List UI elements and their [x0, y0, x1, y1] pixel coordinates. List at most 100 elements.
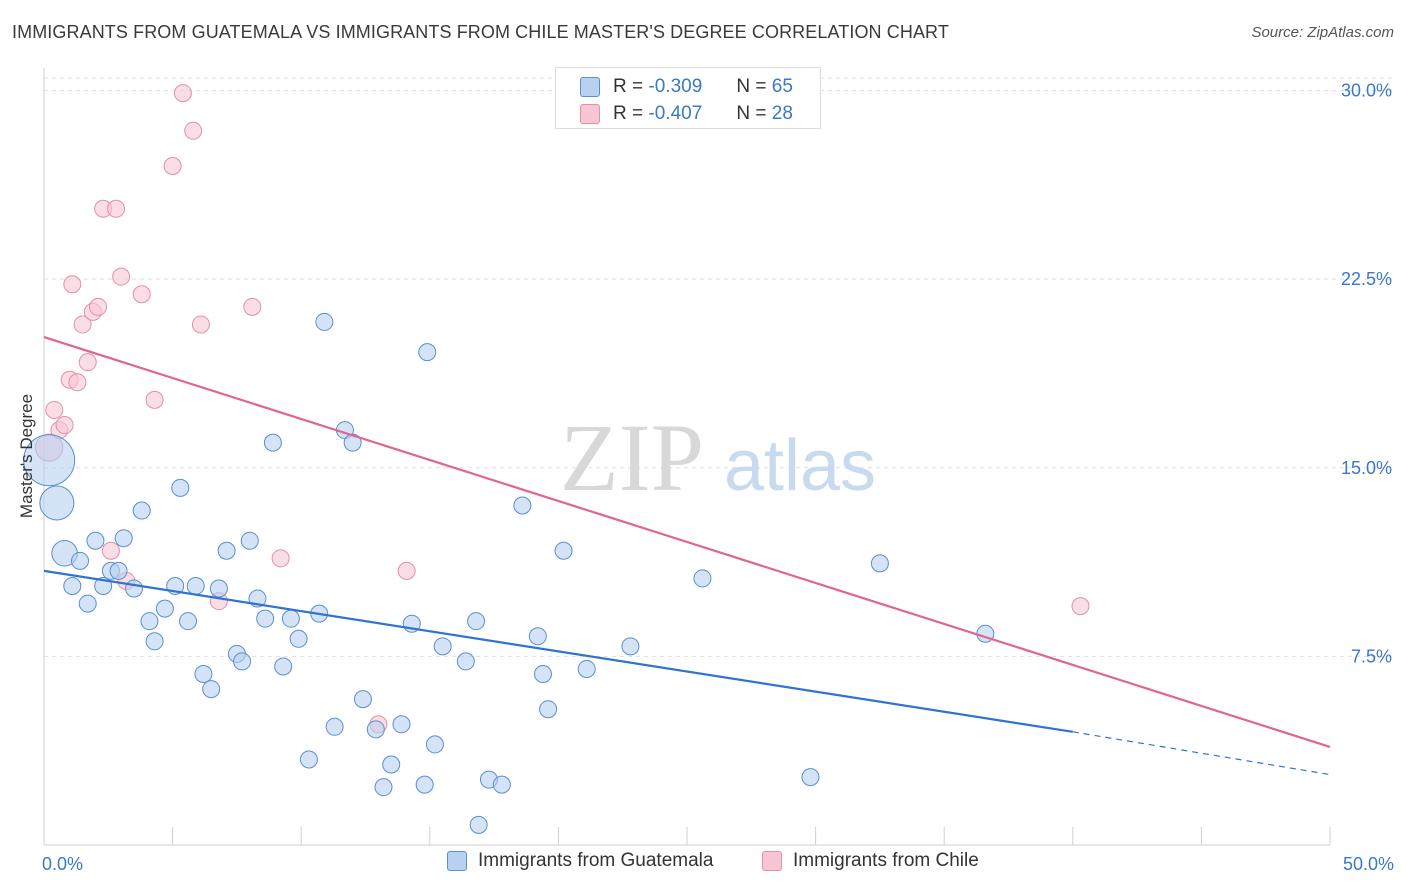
data-point-guatemala — [299, 750, 318, 769]
data-point-guatemala — [513, 496, 532, 515]
data-point-guatemala — [171, 478, 190, 497]
y-tick-label: 7.5% — [1351, 646, 1392, 666]
y-axis-label: Master's Degree — [17, 394, 36, 518]
data-point-guatemala — [109, 561, 128, 580]
data-point-guatemala — [281, 609, 300, 628]
data-point-guatemala — [179, 612, 198, 631]
data-point-guatemala — [39, 485, 75, 521]
data-point-guatemala — [209, 579, 228, 598]
data-point-guatemala — [870, 554, 889, 573]
data-point-guatemala — [86, 531, 105, 550]
data-point-guatemala — [374, 778, 393, 797]
chile-n-value: 28 — [771, 103, 793, 124]
y-tick-label: 30.0% — [1341, 81, 1392, 101]
data-point-guatemala — [469, 815, 488, 834]
data-point-guatemala — [539, 700, 558, 719]
data-point-guatemala — [132, 501, 151, 520]
data-point-chile — [101, 541, 120, 560]
guatemala-swatch-icon — [580, 77, 600, 97]
chart-title: IMMIGRANTS FROM GUATEMALA VS IMMIGRANTS … — [12, 22, 949, 42]
data-point-guatemala — [693, 569, 712, 588]
data-point-guatemala — [145, 632, 164, 651]
data-point-guatemala — [114, 529, 133, 548]
data-point-chile — [112, 267, 131, 286]
data-point-guatemala — [415, 775, 434, 794]
data-point-guatemala — [63, 576, 82, 595]
data-point-guatemala — [577, 659, 596, 678]
y-tick-label: 22.5% — [1341, 269, 1392, 289]
data-point-guatemala — [315, 312, 334, 331]
data-point-guatemala — [433, 637, 452, 656]
n-label: N = — [736, 103, 767, 124]
data-point-guatemala — [492, 775, 511, 794]
legend-item-guatemala[interactable]: Immigrants from Guatemala — [447, 850, 713, 872]
data-point-chile — [271, 549, 290, 568]
data-point-guatemala — [343, 433, 362, 452]
data-point-guatemala — [155, 599, 174, 618]
x-tick-label: 50.0% — [1343, 854, 1394, 874]
chile-legend-icon — [762, 851, 782, 871]
data-point-chile — [107, 199, 126, 218]
data-point-guatemala — [425, 735, 444, 754]
bottom-legend: Immigrants from Guatemala Immigrants fro… — [0, 850, 1406, 880]
data-point-chile — [55, 416, 74, 435]
data-point-guatemala — [533, 664, 552, 683]
y-tick-label: 15.0% — [1341, 458, 1392, 478]
data-point-guatemala — [801, 768, 820, 787]
data-point-chile — [173, 84, 192, 103]
data-point-guatemala — [186, 576, 205, 595]
data-point-guatemala — [217, 541, 236, 560]
data-point-guatemala — [528, 627, 547, 646]
data-point-guatemala — [392, 715, 411, 734]
series-guatemala-points — [23, 312, 995, 834]
data-point-guatemala — [256, 609, 275, 628]
data-point-chile — [243, 297, 262, 316]
data-point-guatemala — [467, 612, 486, 631]
x-tick-label: 0.0% — [42, 854, 83, 874]
data-point-guatemala — [140, 612, 159, 631]
data-point-chile — [89, 297, 108, 316]
data-point-guatemala — [366, 720, 385, 739]
data-point-guatemala — [202, 680, 221, 699]
data-point-guatemala — [554, 541, 573, 560]
data-point-chile — [397, 561, 416, 580]
guatemala-n-value: 65 — [771, 76, 793, 97]
data-point-chile — [163, 157, 182, 176]
data-point-guatemala — [274, 657, 293, 676]
trendline-guatemala — [43, 569, 1073, 733]
data-point-chile — [78, 353, 97, 372]
data-point-chile — [68, 373, 87, 392]
data-point-chile — [184, 121, 203, 140]
guatemala-legend-icon — [447, 851, 467, 871]
trendline-guatemala-extension — [1072, 731, 1331, 776]
legend-label-chile: Immigrants from Chile — [793, 850, 979, 871]
data-point-guatemala — [78, 594, 97, 613]
data-point-chile — [1071, 597, 1090, 616]
source-label: Source: ZipAtlas.com — [1251, 24, 1394, 41]
data-point-guatemala — [418, 343, 437, 362]
data-point-guatemala — [263, 433, 282, 452]
guatemala-r-value: -0.309 — [648, 76, 703, 97]
legend-label-guatemala: Immigrants from Guatemala — [478, 850, 714, 871]
data-point-guatemala — [71, 551, 90, 570]
data-point-chile — [145, 390, 164, 409]
data-point-guatemala — [325, 717, 344, 736]
data-point-guatemala — [382, 755, 401, 774]
data-point-guatemala — [621, 637, 640, 656]
watermark: ZIP atlas — [560, 404, 876, 511]
stats-row-guatemala: R = -0.309 N = 65 — [580, 74, 793, 100]
tick-labels: 7.5% 15.0% 22.5% 30.0% 0.0% 50.0% — [42, 81, 1394, 874]
legend-item-chile[interactable]: Immigrants from Chile — [762, 850, 979, 872]
data-point-chile — [45, 400, 64, 419]
watermark-atlas: atlas — [724, 426, 876, 506]
chile-swatch-icon — [580, 104, 600, 124]
chile-r-value: -0.407 — [648, 103, 703, 124]
stats-legend: R = -0.309 N = 65 R = -0.407 N = 28 — [555, 67, 821, 129]
watermark-zip: ZIP — [560, 404, 704, 511]
data-point-guatemala — [125, 579, 144, 598]
data-point-guatemala — [23, 434, 76, 487]
r-label: R = — [613, 76, 644, 97]
trendline-chile — [43, 335, 1331, 748]
data-point-guatemala — [233, 652, 252, 671]
